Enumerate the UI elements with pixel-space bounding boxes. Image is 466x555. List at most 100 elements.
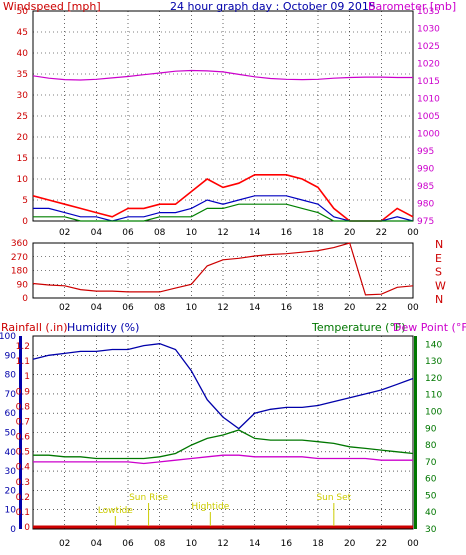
wind-low-line <box>33 203 413 222</box>
wind-tick-label: 25 <box>17 112 28 122</box>
compass-label: N <box>435 238 443 251</box>
humidity-axis-bar <box>19 336 22 529</box>
event-label: Hightide <box>191 502 229 512</box>
hour-tick-label: 12 <box>217 303 228 313</box>
compass-label: E <box>435 252 442 265</box>
rain-tick-label: 1.1 <box>16 357 30 367</box>
hour-tick-label: 14 <box>249 228 261 238</box>
barometer-tick-label: 1010 <box>417 95 440 105</box>
hour-tick-label: 18 <box>312 303 324 313</box>
chart-title: 24 hour graph day : October 09 2015 <box>170 0 376 13</box>
temperature-tick-label: 120 <box>425 374 442 384</box>
rain-tick-label: 0.1 <box>16 508 30 518</box>
wind-tick-label: 10 <box>17 175 29 185</box>
rain-tick-label: 0.7 <box>16 417 30 427</box>
wind-tick-label: 15 <box>17 154 28 164</box>
barometer-tick-label: 990 <box>417 165 434 175</box>
humidity-tick-label: 20 <box>5 486 17 496</box>
hour-tick-label: 00 <box>407 539 419 549</box>
direction-tick-label: 360 <box>11 239 28 249</box>
humidity-tick-label: 90 <box>5 351 17 361</box>
compass-label: N <box>435 293 443 306</box>
rainfall-axis-label: Rainfall (.in) <box>1 321 68 334</box>
hour-tick-label: 22 <box>376 539 387 549</box>
dew-point-line <box>33 454 413 465</box>
wind-tick-label: 40 <box>17 49 29 59</box>
hour-tick-label: 16 <box>281 539 293 549</box>
temperature-line <box>33 429 414 460</box>
barometer-tick-label: 1030 <box>417 25 440 35</box>
hour-tick-label: 22 <box>376 228 387 238</box>
rain-tick-label: 0.3 <box>16 478 30 488</box>
temperature-tick-label: 130 <box>425 357 442 367</box>
wind-tick-label: 45 <box>17 28 28 38</box>
windspeed-axis-label: Windspeed [mph] <box>3 0 101 13</box>
hour-tick-label: 02 <box>59 303 70 313</box>
hour-tick-label: 20 <box>344 303 356 313</box>
hour-tick-label: 04 <box>91 228 103 238</box>
hour-tick-label: 14 <box>249 539 261 549</box>
hour-tick-label: 18 <box>312 228 324 238</box>
temperature-tick-label: 70 <box>425 458 437 468</box>
barometer-tick-label: 1005 <box>417 112 440 122</box>
humidity-tick-label: 80 <box>5 371 17 381</box>
hour-tick-label: 04 <box>91 539 103 549</box>
barometer-tick-label: 995 <box>417 147 434 157</box>
barometer-tick-label: 1035 <box>417 7 440 17</box>
wind-tick-label: 20 <box>17 133 29 143</box>
hour-tick-label: 00 <box>407 228 419 238</box>
hour-tick-label: 16 <box>281 228 293 238</box>
humidity-tick-label: 50 <box>5 429 17 439</box>
humidity-axis-label: Humidity (%) <box>67 321 139 334</box>
hour-tick-label: 08 <box>154 228 166 238</box>
hour-tick-label: 12 <box>217 539 228 549</box>
hour-tick-label: 12 <box>217 228 228 238</box>
rain-tick-label: 0.5 <box>16 448 30 458</box>
event-label: Lowtide <box>98 506 133 516</box>
windspeed-line <box>32 174 414 222</box>
direction-tick-label: 270 <box>11 253 28 263</box>
barometer-tick-label: 975 <box>417 217 434 227</box>
event-label: Sun Set <box>316 493 351 503</box>
barometer-tick-label: 1015 <box>417 77 440 87</box>
wind-direction-line <box>32 242 414 296</box>
temperature-tick-label: 90 <box>425 424 437 434</box>
hour-tick-label: 16 <box>281 303 293 313</box>
hour-tick-label: 06 <box>122 303 134 313</box>
barometer-tick-label: 1020 <box>417 60 440 70</box>
barometer-axis-label: Barometer [mb] <box>368 0 456 13</box>
hour-tick-label: 02 <box>59 539 70 549</box>
temperature-axis-label: Temperature (°F) <box>311 321 406 334</box>
humidity-line <box>32 343 414 430</box>
rain-tick-label: 0.9 <box>16 387 31 397</box>
barometer-tick-label: 1000 <box>417 130 440 140</box>
direction-tick-label: 180 <box>11 267 28 277</box>
temperature-tick-label: 110 <box>425 391 442 401</box>
hour-tick-label: 08 <box>154 303 166 313</box>
hour-tick-label: 10 <box>186 228 198 238</box>
hour-tick-label: 00 <box>407 303 419 313</box>
hour-tick-label: 20 <box>344 539 356 549</box>
compass-label: W <box>435 279 446 292</box>
temperature-tick-label: 30 <box>425 525 437 535</box>
rain-tick-label: 0.2 <box>16 493 30 503</box>
rain-tick-label: 1.2 <box>16 342 30 352</box>
temperature-tick-label: 60 <box>425 475 437 485</box>
rain-tick-label: 0.8 <box>16 402 31 412</box>
dew-point-axis-label: Dew Point (°F) <box>393 321 466 334</box>
wind-tick-label: 5 <box>22 196 28 206</box>
barometer-tick-label: 1025 <box>417 42 440 52</box>
humidity-tick-label: 40 <box>5 448 17 458</box>
wind-tick-label: 30 <box>17 91 29 101</box>
wind-tick-label: 35 <box>17 70 28 80</box>
barometer-tick-label: 980 <box>417 200 434 210</box>
humidity-tick-label: 10 <box>5 506 17 516</box>
barometer-line <box>32 69 413 81</box>
hour-tick-label: 06 <box>122 228 134 238</box>
temperature-tick-label: 100 <box>425 408 442 418</box>
temperature-axis-bar <box>414 336 417 529</box>
humidity-tick-label: 60 <box>5 409 17 419</box>
temperature-tick-label: 80 <box>425 441 437 451</box>
rain-tick-label: 0.6 <box>16 433 31 443</box>
